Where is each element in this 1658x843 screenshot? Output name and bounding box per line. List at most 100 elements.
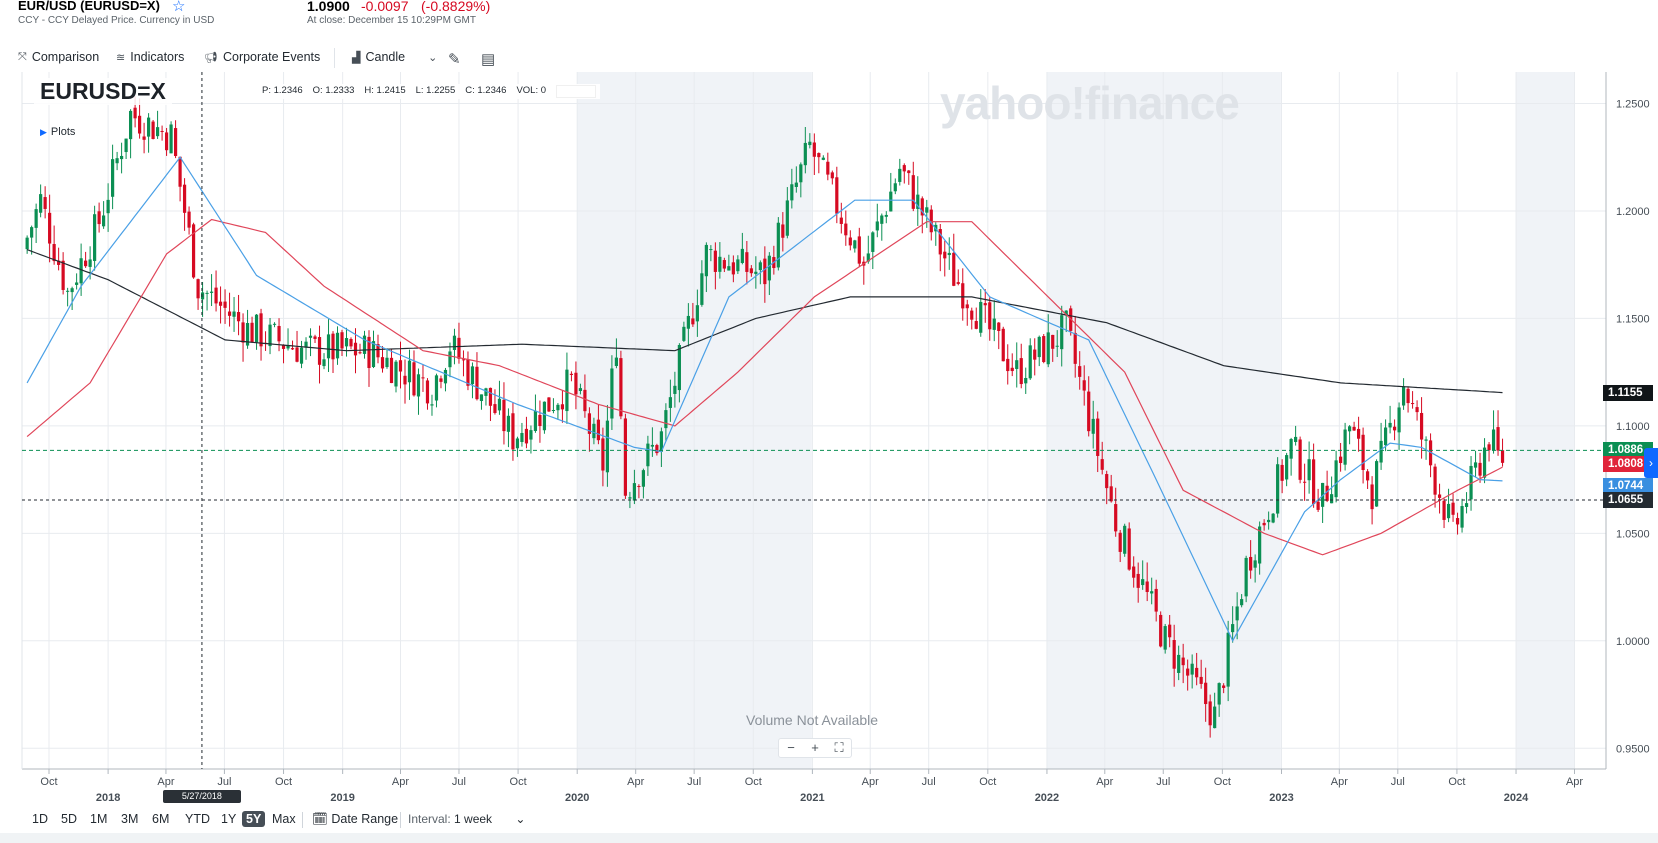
fit-screen-button[interactable]: ⛶ bbox=[834, 740, 844, 755]
indicators-button[interactable]: ≊ Indicators bbox=[116, 50, 184, 64]
candle-body bbox=[745, 252, 749, 272]
candle-body bbox=[641, 470, 645, 487]
candle-body bbox=[979, 301, 983, 333]
indicators-label: Indicators bbox=[130, 50, 185, 64]
candle-body bbox=[1136, 573, 1140, 588]
candle-body bbox=[1168, 624, 1172, 638]
x-tick-label: 2021 bbox=[800, 792, 824, 804]
draw-button[interactable]: ✎ bbox=[448, 50, 461, 68]
comparison-label: Comparison bbox=[31, 50, 100, 64]
x-tick-label: 2024 bbox=[1504, 792, 1529, 804]
candle-body bbox=[763, 258, 767, 285]
candle-body bbox=[781, 224, 785, 238]
range-1y[interactable]: 1Y bbox=[221, 812, 237, 826]
candle-body bbox=[34, 209, 38, 228]
candle-body bbox=[403, 375, 407, 385]
candle-body bbox=[592, 423, 596, 439]
candle-body bbox=[1001, 328, 1005, 362]
candle-body bbox=[632, 483, 636, 501]
x-tick-label: Oct bbox=[40, 776, 57, 788]
range-5y[interactable]: 5Y bbox=[242, 811, 266, 827]
x-tick-label: 2019 bbox=[330, 792, 354, 804]
range-max[interactable]: Max bbox=[272, 812, 296, 826]
chart-type-dropdown[interactable]: ▟ Candle ⌄ bbox=[352, 50, 437, 64]
x-tick-label: Jul bbox=[1156, 776, 1170, 788]
range-ytd[interactable]: YTD bbox=[185, 812, 210, 826]
expand-panel-button[interactable]: › bbox=[1644, 448, 1658, 478]
candle-body bbox=[916, 194, 920, 209]
candle-body bbox=[907, 170, 911, 174]
plots-toggle[interactable]: ▶ Plots bbox=[40, 126, 75, 138]
candle-body bbox=[1419, 412, 1424, 440]
candle-body bbox=[956, 282, 960, 284]
table-view-button[interactable]: ▤ bbox=[481, 50, 495, 68]
candle-body bbox=[709, 249, 713, 251]
current-price: 1.0900 bbox=[307, 0, 350, 14]
candle-body bbox=[578, 388, 583, 391]
comparison-button[interactable]: ⤧ Comparison bbox=[18, 50, 99, 64]
candle-body bbox=[25, 237, 29, 250]
candle-body bbox=[659, 431, 663, 452]
candle-body bbox=[146, 117, 151, 137]
candle-body bbox=[727, 266, 731, 271]
range-5d[interactable]: 5D bbox=[61, 812, 77, 826]
crosshair-date-label: 5/27/2018 bbox=[162, 790, 241, 803]
candle-body bbox=[1213, 706, 1217, 729]
price-chart[interactable]: 1.2500 1.2000 1.1500 1.1000 1.0500 1.0000 0.95… bbox=[0, 72, 1658, 808]
sma200-value-label: 1.1155 bbox=[1603, 384, 1653, 401]
candle-body bbox=[1285, 455, 1289, 480]
ohlc-h: H: 1.2415 bbox=[364, 85, 406, 96]
candle-body bbox=[1469, 465, 1473, 500]
price-change-percent: (-0.8829%) bbox=[421, 0, 491, 14]
zoom-in-button[interactable]: + bbox=[811, 740, 819, 755]
candle-body bbox=[385, 357, 389, 368]
candle-body bbox=[947, 252, 951, 256]
candle-body bbox=[362, 335, 367, 354]
star-icon[interactable]: ☆ bbox=[172, 0, 186, 15]
candle-body bbox=[893, 183, 897, 192]
candle-body bbox=[1379, 440, 1383, 463]
candle-body bbox=[799, 164, 803, 183]
zoom-out-button[interactable]: − bbox=[787, 740, 795, 755]
candle-body bbox=[1410, 403, 1415, 405]
candle-body bbox=[169, 124, 173, 154]
range-1m[interactable]: 1M bbox=[90, 812, 108, 826]
x-tick-label: Jul bbox=[1391, 776, 1405, 788]
candle-body bbox=[430, 404, 434, 406]
candle-body bbox=[349, 339, 353, 347]
candle-body bbox=[754, 271, 758, 274]
candle-body bbox=[889, 191, 893, 212]
candle-body bbox=[1019, 358, 1023, 385]
candle-body bbox=[1482, 447, 1487, 478]
candle-body bbox=[142, 136, 146, 140]
candle-body bbox=[538, 414, 542, 426]
candle-body bbox=[416, 374, 421, 397]
candle-body bbox=[470, 366, 475, 385]
candle-body bbox=[524, 428, 529, 444]
range-3m[interactable]: 3M bbox=[121, 812, 139, 826]
candle-body bbox=[776, 222, 780, 268]
candle-body bbox=[84, 260, 88, 267]
candle-body bbox=[196, 279, 200, 299]
candle-body bbox=[308, 335, 313, 338]
candle-body bbox=[1258, 526, 1262, 564]
interval-dropdown[interactable]: Interval: 1 week ⌄ bbox=[404, 811, 529, 827]
candle-body bbox=[547, 397, 551, 412]
candle-body bbox=[479, 394, 484, 402]
candle-body bbox=[1415, 407, 1419, 413]
candle-body bbox=[574, 372, 578, 395]
candle-body bbox=[115, 158, 119, 164]
x-tick-label: Oct bbox=[979, 776, 996, 788]
candle-body bbox=[758, 262, 762, 271]
corporate-events-button[interactable]: 📢︎ Corporate Events bbox=[204, 50, 320, 64]
candle-body bbox=[1078, 366, 1082, 377]
candle-body bbox=[457, 337, 461, 359]
date-range-button[interactable]: 🗓︎ Date Range bbox=[308, 811, 402, 828]
range-1d[interactable]: 1D bbox=[32, 812, 48, 826]
x-tick-label: Apr bbox=[862, 776, 879, 788]
candle-body bbox=[1478, 462, 1482, 476]
range-6m[interactable]: 6M bbox=[152, 812, 170, 826]
date-range-label: Date Range bbox=[331, 812, 399, 826]
candle-body bbox=[1154, 588, 1158, 612]
candle-body bbox=[700, 273, 704, 305]
